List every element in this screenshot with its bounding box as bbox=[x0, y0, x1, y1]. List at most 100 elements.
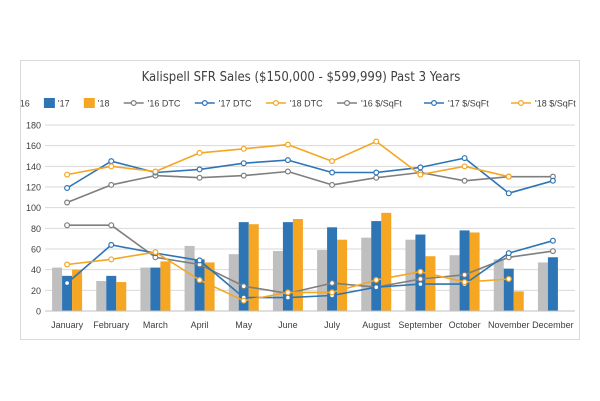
line-point bbox=[64, 222, 71, 229]
series-line bbox=[66, 170, 553, 204]
bar bbox=[547, 257, 558, 311]
series-line bbox=[66, 239, 554, 299]
legend-marker bbox=[272, 99, 279, 106]
line-point bbox=[240, 297, 247, 304]
line-point bbox=[549, 248, 556, 255]
line-point bbox=[373, 277, 380, 284]
y-tick-label: 100 bbox=[26, 203, 41, 213]
line-point bbox=[329, 158, 336, 165]
line-point bbox=[196, 166, 203, 173]
bar bbox=[248, 224, 259, 311]
line-point bbox=[196, 174, 203, 181]
bar bbox=[96, 281, 107, 311]
bar bbox=[503, 268, 514, 311]
bar bbox=[493, 259, 504, 311]
legend-label: '17 DTC bbox=[219, 99, 252, 109]
line-point bbox=[108, 256, 115, 263]
bar bbox=[194, 259, 205, 311]
line-point bbox=[240, 283, 247, 290]
line-point bbox=[461, 155, 468, 162]
y-tick-label: 180 bbox=[26, 121, 41, 131]
y-tick-label: 120 bbox=[26, 183, 41, 193]
bar bbox=[337, 239, 348, 311]
legend-label: '18 DTC bbox=[290, 99, 323, 109]
legend-marker bbox=[518, 99, 525, 106]
line-point bbox=[284, 157, 291, 164]
bar bbox=[62, 275, 73, 311]
line-point bbox=[284, 294, 291, 301]
chart-svg: Kalispell SFR Sales ($150,000 - $599,999… bbox=[21, 70, 576, 330]
bar bbox=[537, 262, 548, 311]
bar bbox=[449, 255, 460, 311]
line-point bbox=[329, 280, 336, 287]
x-tick-label: April bbox=[191, 320, 209, 330]
legend-label: '16 bbox=[21, 99, 30, 109]
x-tick-label: May bbox=[235, 320, 253, 330]
line-point bbox=[64, 261, 71, 268]
legend-label: '18 $/SqFt bbox=[535, 99, 576, 109]
line-point bbox=[64, 199, 71, 206]
line-point bbox=[196, 277, 203, 284]
x-tick-label: September bbox=[398, 320, 442, 330]
bar bbox=[272, 251, 283, 311]
line-point bbox=[284, 141, 291, 148]
line-point bbox=[240, 145, 247, 152]
bar bbox=[292, 219, 303, 311]
bar-layer bbox=[52, 212, 558, 311]
line-point bbox=[152, 249, 159, 256]
legend-swatch bbox=[83, 98, 95, 108]
line-point bbox=[505, 190, 512, 197]
line-point bbox=[505, 250, 512, 257]
bar bbox=[228, 254, 239, 311]
legend-label: '17 bbox=[58, 99, 70, 109]
line-point bbox=[417, 171, 424, 178]
bar bbox=[361, 237, 372, 311]
bar bbox=[150, 267, 161, 311]
legend-marker bbox=[431, 99, 438, 106]
line-point bbox=[461, 271, 468, 278]
x-tick-label: October bbox=[449, 320, 481, 330]
line-point bbox=[373, 284, 380, 291]
bar bbox=[317, 250, 328, 311]
bar bbox=[106, 275, 117, 311]
bar bbox=[469, 232, 480, 311]
line-point bbox=[64, 171, 71, 178]
line-point bbox=[417, 268, 424, 275]
line-point bbox=[373, 174, 380, 181]
line-point bbox=[505, 173, 512, 180]
bar bbox=[160, 261, 171, 311]
line-point bbox=[108, 241, 115, 248]
y-tick-label: 40 bbox=[31, 265, 41, 275]
x-tick-label: December bbox=[532, 320, 574, 330]
bar bbox=[405, 239, 416, 311]
line-point bbox=[284, 168, 291, 175]
line-point bbox=[461, 163, 468, 170]
bar bbox=[282, 222, 293, 311]
line-point bbox=[108, 163, 115, 170]
line-point bbox=[549, 177, 556, 184]
bar bbox=[238, 222, 249, 311]
bar bbox=[140, 267, 151, 311]
line-point bbox=[108, 222, 115, 229]
x-tick-label: January bbox=[51, 320, 84, 330]
line-point bbox=[505, 275, 512, 282]
line-point bbox=[417, 275, 424, 282]
line-point bbox=[329, 169, 336, 176]
line-point bbox=[373, 138, 380, 145]
line-point bbox=[417, 281, 424, 288]
line-point bbox=[549, 237, 556, 244]
line-point bbox=[373, 169, 380, 176]
bar bbox=[513, 291, 524, 311]
line-point bbox=[108, 158, 115, 165]
line-point bbox=[417, 164, 424, 171]
bar bbox=[52, 267, 63, 311]
legend-label: '16 $/SqFt bbox=[361, 99, 402, 109]
line-point bbox=[461, 279, 468, 286]
line-point bbox=[240, 160, 247, 167]
series-line bbox=[67, 224, 554, 295]
axis-layer: 0 20 40 60 80 100 120 140 160 180 January February M… bbox=[26, 121, 575, 330]
x-tick-label: July bbox=[324, 320, 341, 330]
legend-label: '17 $/SqFt bbox=[448, 99, 489, 109]
line-point bbox=[152, 168, 159, 175]
y-tick-label: 160 bbox=[26, 141, 41, 151]
